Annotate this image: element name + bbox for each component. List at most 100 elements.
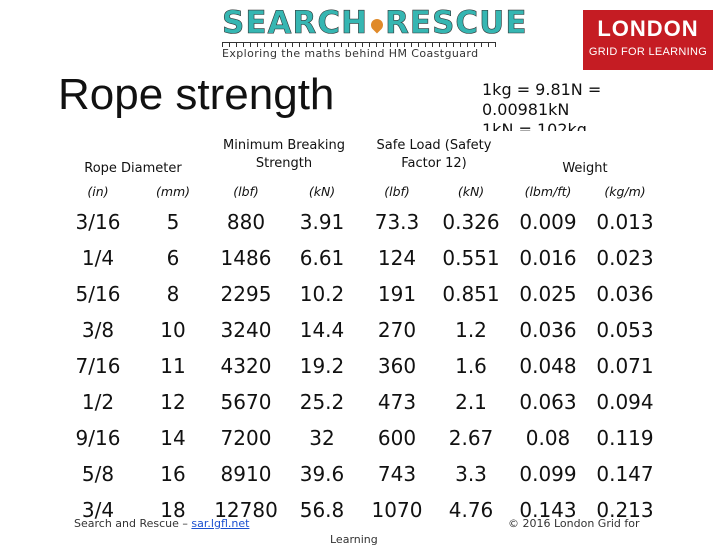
table-cell: 1.6 [455, 354, 487, 378]
table-cell: 12780 [214, 498, 278, 522]
table-cell: 124 [377, 246, 417, 270]
table-cell: 18 [160, 498, 186, 522]
unit-in: (in) [87, 184, 109, 199]
table-cell: 32 [309, 426, 335, 450]
unit-mm: (mm) [155, 184, 191, 199]
table-cell: 56.8 [299, 498, 345, 522]
unit-lbf: (lbf) [384, 184, 410, 199]
footer-credit: Search and Rescue – sar.lgfl.net [74, 517, 249, 530]
table-cell: 3/8 [81, 318, 115, 342]
table-cell: 0.119 [596, 426, 654, 450]
table-cell: 0.016 [519, 246, 577, 270]
table-cell: 0.094 [596, 390, 654, 414]
footer-credit-text: Search and Rescue – [74, 517, 192, 530]
lgfl-logo-line1: LONDON [597, 16, 699, 41]
table-cell: 1070 [371, 498, 423, 522]
table-cell: 10.2 [299, 282, 345, 306]
table-cell: 3.91 [299, 210, 345, 234]
table-cell: 10 [160, 318, 186, 342]
table-cell: 12 [160, 390, 186, 414]
table-cell: 743 [377, 462, 417, 486]
table-cell: 0.023 [596, 246, 654, 270]
header-rope-diameter: Rope Diameter [84, 161, 182, 176]
rope-strength-table: Rope Diameter Minimum Breaking Strength … [58, 131, 662, 535]
table-cell: 191 [377, 282, 417, 306]
table-cell: 3.3 [455, 462, 487, 486]
table-cell: 3240 [220, 318, 272, 342]
logo-word-search: SEARCH [222, 5, 369, 41]
table-cell: 1486 [220, 246, 272, 270]
conversion-line: 1kg = 9.81N = [482, 80, 602, 99]
lgfl-logo: LONDON GRID FOR LEARNING [583, 10, 713, 70]
unit-lbf: (lbf) [233, 184, 259, 199]
table-cell: 0.213 [596, 498, 654, 522]
header-min-breaking-strength: Minimum Breaking Strength [223, 138, 345, 171]
logo-ruler-divider [222, 42, 496, 47]
conversion-line: 0.00981kN [482, 100, 570, 119]
table-cell: 0.08 [525, 426, 571, 450]
table-cell: 0.009 [519, 210, 577, 234]
table-cell: 2295 [220, 282, 272, 306]
table-header: Rope Diameter Minimum Breaking Strength … [58, 131, 662, 205]
unit-kn: (kN) [457, 184, 485, 199]
table-cell: 14 [160, 426, 186, 450]
table-cell: 11 [160, 354, 186, 378]
table-cell: 5/16 [75, 282, 121, 306]
table-cell: 25.2 [299, 390, 345, 414]
unit-kn: (kN) [308, 184, 336, 199]
footer-copyright: © 2016 London Grid for [508, 517, 640, 530]
table-cell: 39.6 [299, 462, 345, 486]
table-cell: 0.147 [596, 462, 654, 486]
table-cell: 0.099 [519, 462, 577, 486]
table-cell: 0.036 [519, 318, 577, 342]
table-cell: 5/8 [81, 462, 115, 486]
table-cell: 0.048 [519, 354, 577, 378]
footer-link[interactable]: sar.lgfl.net [191, 517, 250, 530]
table-cell: 360 [377, 354, 417, 378]
table-cell: 4.76 [448, 498, 494, 522]
table-cell: 1.2 [455, 318, 487, 342]
table-cell: 2.67 [448, 426, 494, 450]
table-cell: 5670 [220, 390, 272, 414]
table-cell: 600 [377, 426, 417, 450]
page-title: Rope strength [58, 70, 335, 119]
table-cell: 19.2 [299, 354, 345, 378]
table-cell: 14.4 [299, 318, 345, 342]
table-cell: 880 [226, 210, 266, 234]
table-cell: 3/4 [81, 498, 115, 522]
header-weight: Weight [562, 161, 608, 176]
logo-tagline: Exploring the maths behind HM Coastguard [222, 47, 479, 60]
table-cell: 0.036 [596, 282, 654, 306]
logo-word-rescue: RESCUE [385, 5, 528, 41]
unit-lbm-ft: (lbm/ft) [524, 184, 572, 199]
search-rescue-logo: SEARCH RESCUE [222, 5, 527, 41]
table-cell: 73.3 [374, 210, 420, 234]
table-cell: 0.143 [519, 498, 577, 522]
table-cell: 0.013 [596, 210, 654, 234]
unit-kg-m: (kg/m) [604, 184, 646, 199]
table-cell: 0.063 [519, 390, 577, 414]
table-cell: 0.551 [442, 246, 500, 270]
table-cell: 1/2 [81, 390, 115, 414]
table-cell: 9/16 [75, 426, 121, 450]
table-cell: 270 [377, 318, 417, 342]
table-cell: 8910 [220, 462, 272, 486]
table-cell: 6 [166, 246, 180, 270]
table-cell: 0.025 [519, 282, 577, 306]
table-cell: 0.851 [442, 282, 500, 306]
table-cell: 0.071 [596, 354, 654, 378]
table-cell: 3/16 [75, 210, 121, 234]
table-cell: 6.61 [299, 246, 345, 270]
location-pin-icon [368, 16, 386, 33]
table-cell: 0.053 [596, 318, 654, 342]
table-cell: 0.326 [442, 210, 500, 234]
table-cell: 4320 [220, 354, 272, 378]
lgfl-logo-line2: GRID FOR LEARNING [588, 46, 708, 58]
table-cell: 5 [166, 210, 180, 234]
table-cell: 473 [377, 390, 417, 414]
table-cell: 1/4 [81, 246, 115, 270]
header-safe-load: Safe Load (Safety Factor 12) [376, 138, 492, 171]
table-cell: 7/16 [75, 354, 121, 378]
table-cell: 2.1 [455, 390, 487, 414]
table-cell: 16 [160, 462, 186, 486]
